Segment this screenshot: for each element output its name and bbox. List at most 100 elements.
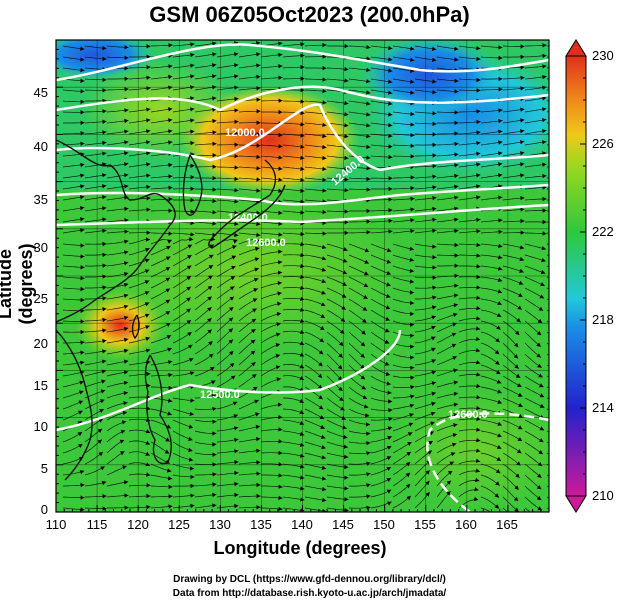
- y-tick-label: 40: [33, 139, 48, 154]
- streamline-arrow: [124, 108, 129, 113]
- streamline-arrow: [432, 196, 437, 201]
- streamline-arrow: [102, 228, 107, 233]
- streamline-arrow: [520, 207, 525, 212]
- streamline-arrow: [256, 41, 261, 46]
- streamline-arrow: [190, 129, 195, 134]
- streamline-arrow: [146, 504, 151, 510]
- streamline-arrow: [362, 318, 367, 323]
- streamline-arrow: [146, 140, 151, 145]
- streamline-arrow: [410, 90, 415, 95]
- streamline-arrow: [230, 286, 235, 291]
- streamline-arrow: [410, 57, 415, 62]
- streamline-arrow: [168, 43, 173, 48]
- colorbar-tick-label: 218: [592, 312, 614, 327]
- streamline-arrow: [366, 90, 371, 95]
- streamline-arrow: [366, 208, 371, 214]
- streamline-arrow: [476, 383, 481, 389]
- streamline-arrow: [343, 444, 348, 449]
- streamline-arrow: [384, 339, 390, 344]
- streamline-arrow: [513, 354, 519, 359]
- streamline-arrow: [408, 422, 414, 427]
- streamline-arrow: [344, 220, 349, 225]
- streamline-arrow: [278, 188, 283, 193]
- streamline-arrow: [233, 414, 238, 419]
- streamline-arrow: [322, 88, 327, 94]
- streamline-arrow: [541, 257, 546, 263]
- streamline-arrow: [80, 340, 85, 345]
- streamline-arrow: [102, 45, 107, 51]
- streamline-arrow: [317, 373, 323, 378]
- streamline-arrow: [344, 100, 349, 106]
- streamline-arrow: [432, 121, 437, 127]
- streamline-arrow: [124, 239, 129, 244]
- streamline-arrow: [80, 360, 85, 365]
- streamline-arrow: [168, 74, 173, 80]
- streamline-arrow: [166, 245, 171, 250]
- streamline-arrow: [234, 221, 239, 226]
- streamline-arrow: [409, 257, 414, 262]
- streamline-arrow: [278, 260, 283, 265]
- streamline-arrow: [300, 252, 305, 258]
- streamline-arrow: [363, 404, 369, 409]
- streamline-arrow: [146, 129, 151, 134]
- streamline-arrow: [498, 129, 503, 134]
- streamline-arrow: [253, 277, 259, 282]
- streamline-arrow: [124, 55, 129, 60]
- streamline-arrow: [102, 130, 107, 135]
- colorbar-top-arrow: [565, 39, 587, 57]
- streamline-arrow: [212, 187, 217, 192]
- streamline-arrow: [475, 336, 480, 341]
- streamline-arrow: [517, 383, 522, 387]
- streamline-arrow: [254, 267, 259, 272]
- streamline-arrow: [495, 481, 500, 486]
- streamline-arrow: [102, 119, 107, 124]
- streamline-arrow: [209, 366, 215, 371]
- streamline-arrow: [80, 89, 85, 94]
- streamline-arrow: [190, 493, 195, 498]
- streamline-arrow: [452, 355, 457, 360]
- streamline-arrow: [363, 294, 368, 299]
- streamline-arrow: [80, 184, 85, 189]
- streamline-arrow: [409, 403, 415, 408]
- streamline-arrow: [536, 330, 542, 336]
- streamline-arrow: [80, 78, 85, 83]
- streamline-arrow: [450, 452, 456, 457]
- streamline-arrow: [186, 320, 191, 325]
- colorbar-tick-label: 210: [592, 488, 614, 503]
- x-tick-label: 110: [45, 517, 67, 532]
- streamline-arrow: [360, 364, 365, 369]
- streamline-arrow: [405, 472, 411, 478]
- streamline-arrow: [454, 141, 459, 147]
- streamline-arrow: [167, 360, 173, 365]
- streamline-arrow: [454, 120, 459, 126]
- streamline-arrow: [366, 45, 371, 50]
- streamline-arrow: [234, 199, 239, 204]
- streamline-arrow: [230, 276, 236, 281]
- streamline-arrow: [341, 305, 346, 310]
- streamline-arrow: [168, 174, 173, 179]
- streamline-arrow: [234, 108, 239, 113]
- streamline-arrow: [166, 323, 171, 327]
- streamline-arrow: [344, 166, 349, 171]
- streamline-arrow: [124, 229, 129, 234]
- streamline-arrow: [102, 307, 107, 312]
- streamline: [546, 177, 549, 179]
- streamline-arrow: [300, 53, 305, 58]
- streamline: [547, 210, 549, 212]
- streamline-arrow: [410, 228, 415, 234]
- streamline-arrow: [320, 302, 326, 307]
- streamline-arrow: [102, 285, 107, 290]
- streamline-arrow: [388, 218, 393, 224]
- streamline-arrow: [317, 384, 323, 389]
- streamline-arrow: [476, 405, 481, 411]
- streamline-arrow: [386, 456, 392, 461]
- streamline-arrow: [228, 328, 233, 333]
- streamline-arrow: [366, 230, 371, 235]
- credit-line-2: Data from http://database.rish.kyoto-u.a…: [172, 588, 447, 599]
- streamline-arrow: [476, 242, 481, 248]
- streamline-arrow: [322, 166, 327, 172]
- streamline-arrow: [278, 155, 283, 160]
- streamline-arrow: [476, 285, 481, 290]
- streamline-arrow: [322, 65, 327, 71]
- streamline: [546, 320, 549, 323]
